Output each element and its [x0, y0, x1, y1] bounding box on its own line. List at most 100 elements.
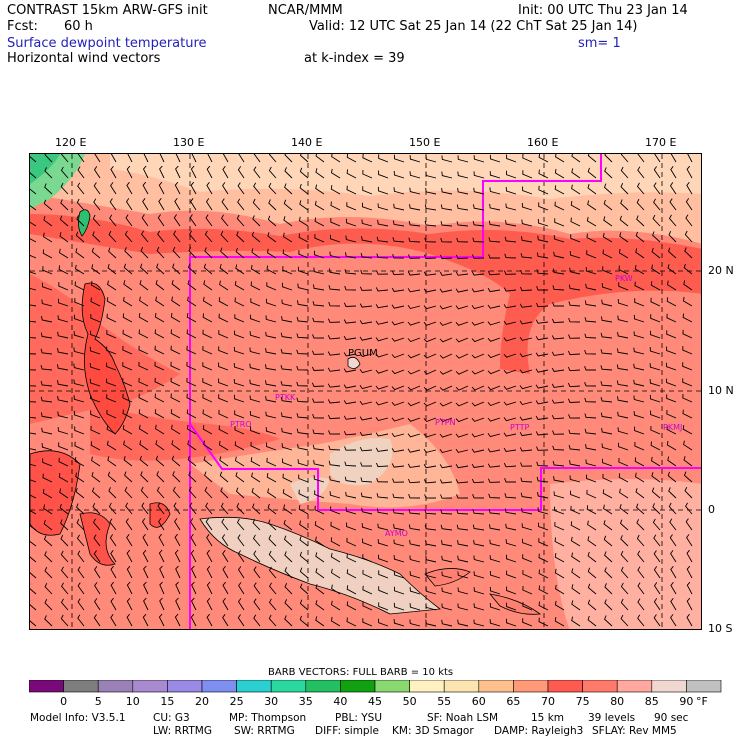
wind-barb [109, 198, 117, 211]
wind-barb [30, 254, 37, 259]
wind-barb [554, 168, 565, 179]
colorbar-cell [478, 680, 514, 693]
taiwan-landmass [78, 209, 91, 237]
wind-barb [219, 263, 229, 275]
wind-barb [686, 534, 693, 547]
wind-barb [77, 550, 85, 563]
wind-barb [106, 378, 117, 387]
wind-barb [666, 362, 677, 371]
wind-barb [106, 346, 117, 355]
wind-barb [172, 246, 181, 259]
wind-barb [359, 320, 373, 325]
wind-barb [142, 534, 149, 547]
wind-barb [206, 165, 213, 179]
wind-barb [391, 432, 405, 438]
wind-barb [633, 331, 645, 339]
wind-barb [141, 518, 149, 531]
colorbar-cell [409, 680, 445, 693]
wind-barb [157, 230, 165, 243]
wind-barb [620, 566, 629, 579]
wind-barb [407, 448, 421, 453]
timestep: 90 sec [654, 712, 689, 724]
wind-barb [30, 615, 37, 627]
wind-barb [471, 448, 485, 453]
wind-barb [616, 364, 629, 371]
wind-barb [535, 431, 549, 436]
wind-barb [127, 154, 133, 163]
wind-barb [250, 281, 261, 291]
wind-barb [154, 393, 165, 403]
wind-barb [377, 539, 389, 547]
wind-barb [299, 583, 309, 595]
wind-barb [237, 166, 245, 179]
colorbar-cell [686, 680, 722, 693]
wind-barb [330, 201, 341, 211]
wind-barb [471, 337, 485, 343]
wind-barb [265, 331, 277, 339]
wind-barb [670, 566, 677, 579]
wind-barb [252, 198, 261, 211]
wind-barb [299, 615, 309, 627]
wind-barb [249, 410, 261, 419]
wind-barb [423, 385, 437, 391]
wind-barb [344, 269, 357, 275]
wind-barb [41, 427, 53, 435]
wind-barb [633, 347, 645, 355]
wind-barb [328, 430, 341, 435]
colorbar-label: 30 [264, 695, 278, 708]
wind-barb [315, 154, 325, 163]
wind-barb [457, 187, 469, 195]
wind-barb [392, 237, 405, 243]
wind-barb [407, 321, 421, 326]
wind-barb [635, 231, 645, 243]
longwave-scheme: LW: RRTMG [153, 725, 212, 737]
wind-barb [538, 202, 549, 211]
wind-barb [233, 394, 245, 403]
wind-barb [552, 302, 564, 307]
wind-barb [584, 317, 597, 323]
wind-barb [521, 507, 533, 515]
wind-barb [343, 415, 357, 420]
wind-barb [666, 313, 677, 323]
wind-barb [237, 566, 245, 579]
wind-barb [329, 251, 341, 259]
wind-barb [393, 602, 405, 611]
wind-barb [222, 566, 229, 579]
wind-barb [123, 440, 133, 451]
wind-barb [571, 616, 581, 627]
wind-barb [535, 384, 549, 389]
wind-barb [456, 494, 469, 499]
wind-barb [282, 473, 293, 483]
wind-barb [157, 214, 165, 227]
wind-barb [505, 523, 517, 531]
wind-barb [235, 264, 245, 275]
wind-barb [359, 286, 373, 291]
wind-barb [218, 313, 229, 323]
wind-barb [77, 182, 85, 195]
wind-barb [110, 166, 117, 179]
wind-barb [346, 553, 357, 563]
wind-barb [107, 471, 117, 483]
wind-barb [186, 377, 197, 387]
wind-barb [93, 182, 101, 195]
wind-barb [236, 503, 245, 515]
wind-barb [296, 413, 309, 419]
wind-barb [76, 519, 85, 531]
wind-barb [123, 296, 133, 307]
wind-barb [61, 582, 69, 595]
station-label: PTRO [230, 420, 252, 429]
wind-barb [329, 475, 341, 483]
wind-barb [670, 550, 677, 563]
wind-barb [439, 305, 453, 310]
wind-barb [91, 247, 101, 259]
wind-barb [281, 316, 293, 323]
wind-barb [57, 331, 69, 339]
wind-barb [585, 444, 597, 451]
wind-barb [362, 186, 373, 195]
wind-barb [440, 524, 453, 531]
model-title: CONTRAST 15km ARW-GFS init [7, 3, 208, 18]
wind-barb [487, 271, 501, 276]
wind-barb [600, 332, 613, 339]
pbl-scheme: PBL: YSU [335, 712, 383, 724]
lon-label: 140 E [291, 136, 323, 149]
